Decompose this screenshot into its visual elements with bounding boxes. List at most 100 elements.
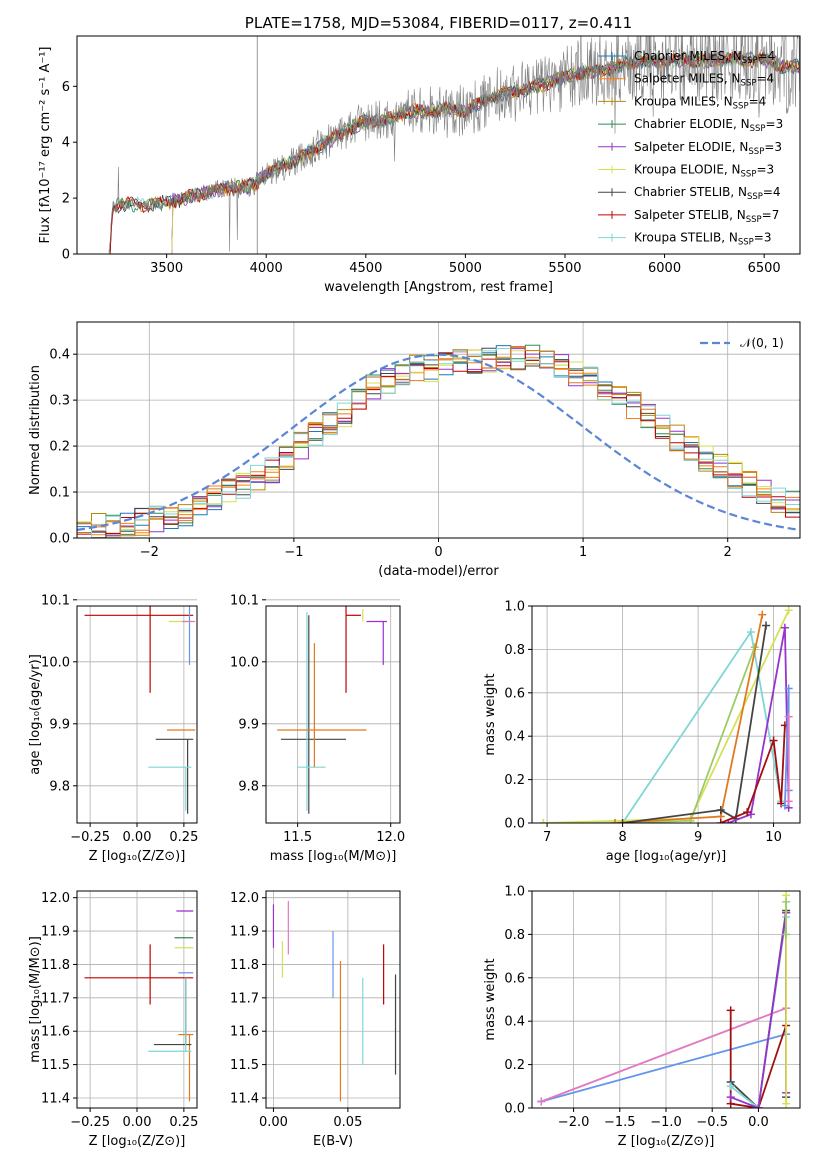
y-tick-label: 1.0 (504, 885, 525, 900)
legend-label: Kroupa ELODIE, NSSP=3 (634, 163, 774, 180)
axes-mass_vs_ebv: 0.00 0.05 11.4 11.5 11.6 11.7 11.8 11.9 12.0 E(B-… (230, 890, 401, 1149)
axes-mass_vs_Z: −0.25 0.00 0.25 11.4 11.5 11.6 11.7 11.8 11.9 12.… (28, 890, 198, 1149)
legend-label-main: Kroupa ELODIE, N (634, 163, 741, 177)
axes-age_vs_Z: −0.25 0.00 0.25 9.8 9.9 10.0 10.1 Z [log₁₀(Z/Z⊙… (28, 593, 198, 864)
legend-label: Chabrier MILES, NSSP=4 (634, 49, 775, 66)
x-tick-label: 10 (765, 830, 782, 845)
x-tick-label: 1 (579, 545, 587, 560)
axes-frame (531, 890, 801, 1109)
axes-weight_vs_Z: −2.0 −1.5 −1.0 −0.5 0.0 0.0 0.2 0.4 0.6 0.8 1.0 Z [… (483, 885, 801, 1149)
y-tick-label: 11.8 (41, 958, 70, 973)
x-tick-label: 0.00 (259, 1115, 288, 1130)
legend-label: Salpeter ELODIE, NSSP=3 (634, 140, 782, 157)
x-tick-label: −0.25 (70, 1115, 110, 1130)
x-tick-label: 0 (434, 545, 442, 560)
axes-age_vs_mass: 11.5 12.0 9.8 9.9 10.0 10.1 mass [log₁₀(M/M⊙)] (230, 593, 405, 864)
axes-residuals: −2 −1 0 1 2 0.0 0.1 0.2 0.3 0.4 (data-model)/error… (28, 321, 801, 579)
y-axis-label: age [log₁₀(age/yr)] (28, 654, 43, 775)
x-tick-label: −2.0 (558, 1115, 590, 1130)
legend-label-sub: SSP (742, 56, 758, 66)
x-tick-label: 0.05 (333, 1115, 362, 1130)
weight-line (727, 627, 790, 823)
plot-area-weight_vs_Z (537, 891, 791, 1108)
y-tick-label: 0.2 (49, 440, 70, 455)
legend-label-main: Kroupa MILES, N (634, 94, 733, 108)
axes-frame (265, 605, 401, 824)
legend-label: Salpeter MILES, NSSP=4 (634, 72, 774, 89)
y-tick-label: 0.6 (504, 971, 525, 986)
y-tick-label: 0.2 (504, 1058, 525, 1073)
x-tick-label: −1.0 (650, 1115, 682, 1130)
y-axis-label: mass weight (483, 673, 498, 755)
legend-label-sub: SSP (733, 101, 749, 111)
legend-label-main: Chabrier MILES, N (634, 49, 742, 63)
x-tick-label: 11.5 (283, 830, 312, 845)
y-tick-label: 0.0 (504, 817, 525, 832)
y-tick-label: 0.8 (504, 928, 525, 943)
y-tick-label: 11.9 (41, 925, 70, 940)
x-tick-label: 0.0 (748, 1115, 769, 1130)
x-axis-label: mass [log₁₀(M/M⊙)] (270, 849, 397, 864)
x-tick-label: 12.0 (376, 830, 405, 845)
y-tick-label: 11.6 (41, 1025, 70, 1040)
y-tick-label: 11.5 (230, 1058, 259, 1073)
legend-label-sub: SSP (748, 147, 764, 157)
y-tick-label: 11.6 (230, 1025, 259, 1040)
histogram-step (77, 349, 800, 538)
y-tick-label: 10.0 (230, 655, 259, 670)
y-tick-label: 0.0 (504, 1102, 525, 1117)
histogram-step (77, 348, 800, 538)
axes-weight_vs_age: 7 8 9 10 0.0 0.2 0.4 0.6 0.8 1.0 age [log₁₀(age/yr… (483, 600, 801, 864)
histogram-step (77, 349, 800, 538)
legend-label-main: Salpeter MILES, N (634, 72, 741, 86)
x-axis-label: Z [log₁₀(Z/Z⊙)] (618, 1134, 715, 1149)
x-tick-label: −1.5 (604, 1115, 636, 1130)
histogram-step (77, 347, 800, 538)
legend-label-suffix: =4 (756, 72, 774, 86)
x-tick-label: 0.00 (123, 830, 152, 845)
y-tick-label: 0.2 (504, 773, 525, 788)
weight-line (540, 1033, 787, 1103)
legend-label: Chabrier STELIB, NSSP=4 (634, 185, 781, 202)
legend-label: Salpeter STELIB, NSSP=7 (634, 208, 779, 225)
model-spectrum-line (108, 50, 800, 254)
y-tick-label: 12.0 (230, 891, 259, 906)
plot-area-residuals (77, 344, 800, 538)
y-tick-label: 0.4 (49, 348, 70, 363)
x-tick-label: 4000 (250, 261, 283, 276)
x-tick-label: −2 (140, 545, 159, 560)
legend-label-suffix: =3 (764, 140, 782, 154)
weight-line (614, 646, 756, 823)
legend-label-sub: SSP (741, 170, 757, 180)
weight-line (540, 1007, 787, 1103)
legend-label-suffix: =4 (749, 94, 767, 108)
legend-label-main: Chabrier STELIB, N (634, 185, 747, 199)
legend-label-suffix: =4 (763, 185, 781, 199)
legend-label-suffix: =3 (756, 163, 774, 177)
y-tick-label: 10.1 (230, 593, 259, 608)
legend-label-sub: SSP (746, 215, 762, 225)
y-tick-label: 0.4 (504, 1015, 525, 1030)
plot-area-weight_vs_age (539, 606, 793, 823)
legend-label-main: Chabrier ELODIE, N (634, 117, 750, 131)
axes-frame (265, 890, 401, 1109)
legend-label-suffix: =3 (754, 231, 772, 245)
legend-label-main: Salpeter STELIB, N (634, 208, 746, 222)
x-tick-label: −1 (284, 545, 303, 560)
y-tick-label: 2 (62, 192, 70, 207)
plot-area-mass_vs_Z (84, 910, 194, 1102)
x-tick-label: 3500 (150, 261, 183, 276)
weight-line (622, 625, 767, 823)
legend-label: Kroupa STELIB, NSSP=3 (634, 231, 772, 248)
axes-frame (76, 35, 801, 255)
y-tick-label: 11.9 (230, 925, 259, 940)
x-tick-label: −0.5 (696, 1115, 728, 1130)
legend-label-sub: SSP (741, 79, 757, 89)
axes-spectrum: 3500 4000 4500 5000 5500 6000 6500 0 2 4 6 waveleng… (38, 35, 801, 295)
plot-area-age_vs_Z (84, 606, 196, 814)
y-tick-label: 0.1 (49, 486, 70, 501)
legend: 𝒩(0, 1) (700, 336, 784, 350)
chart-title: PLATE=1758, MJD=53084, FIBERID=0117, z=0… (245, 14, 632, 32)
y-tick-label: 6 (62, 80, 70, 95)
